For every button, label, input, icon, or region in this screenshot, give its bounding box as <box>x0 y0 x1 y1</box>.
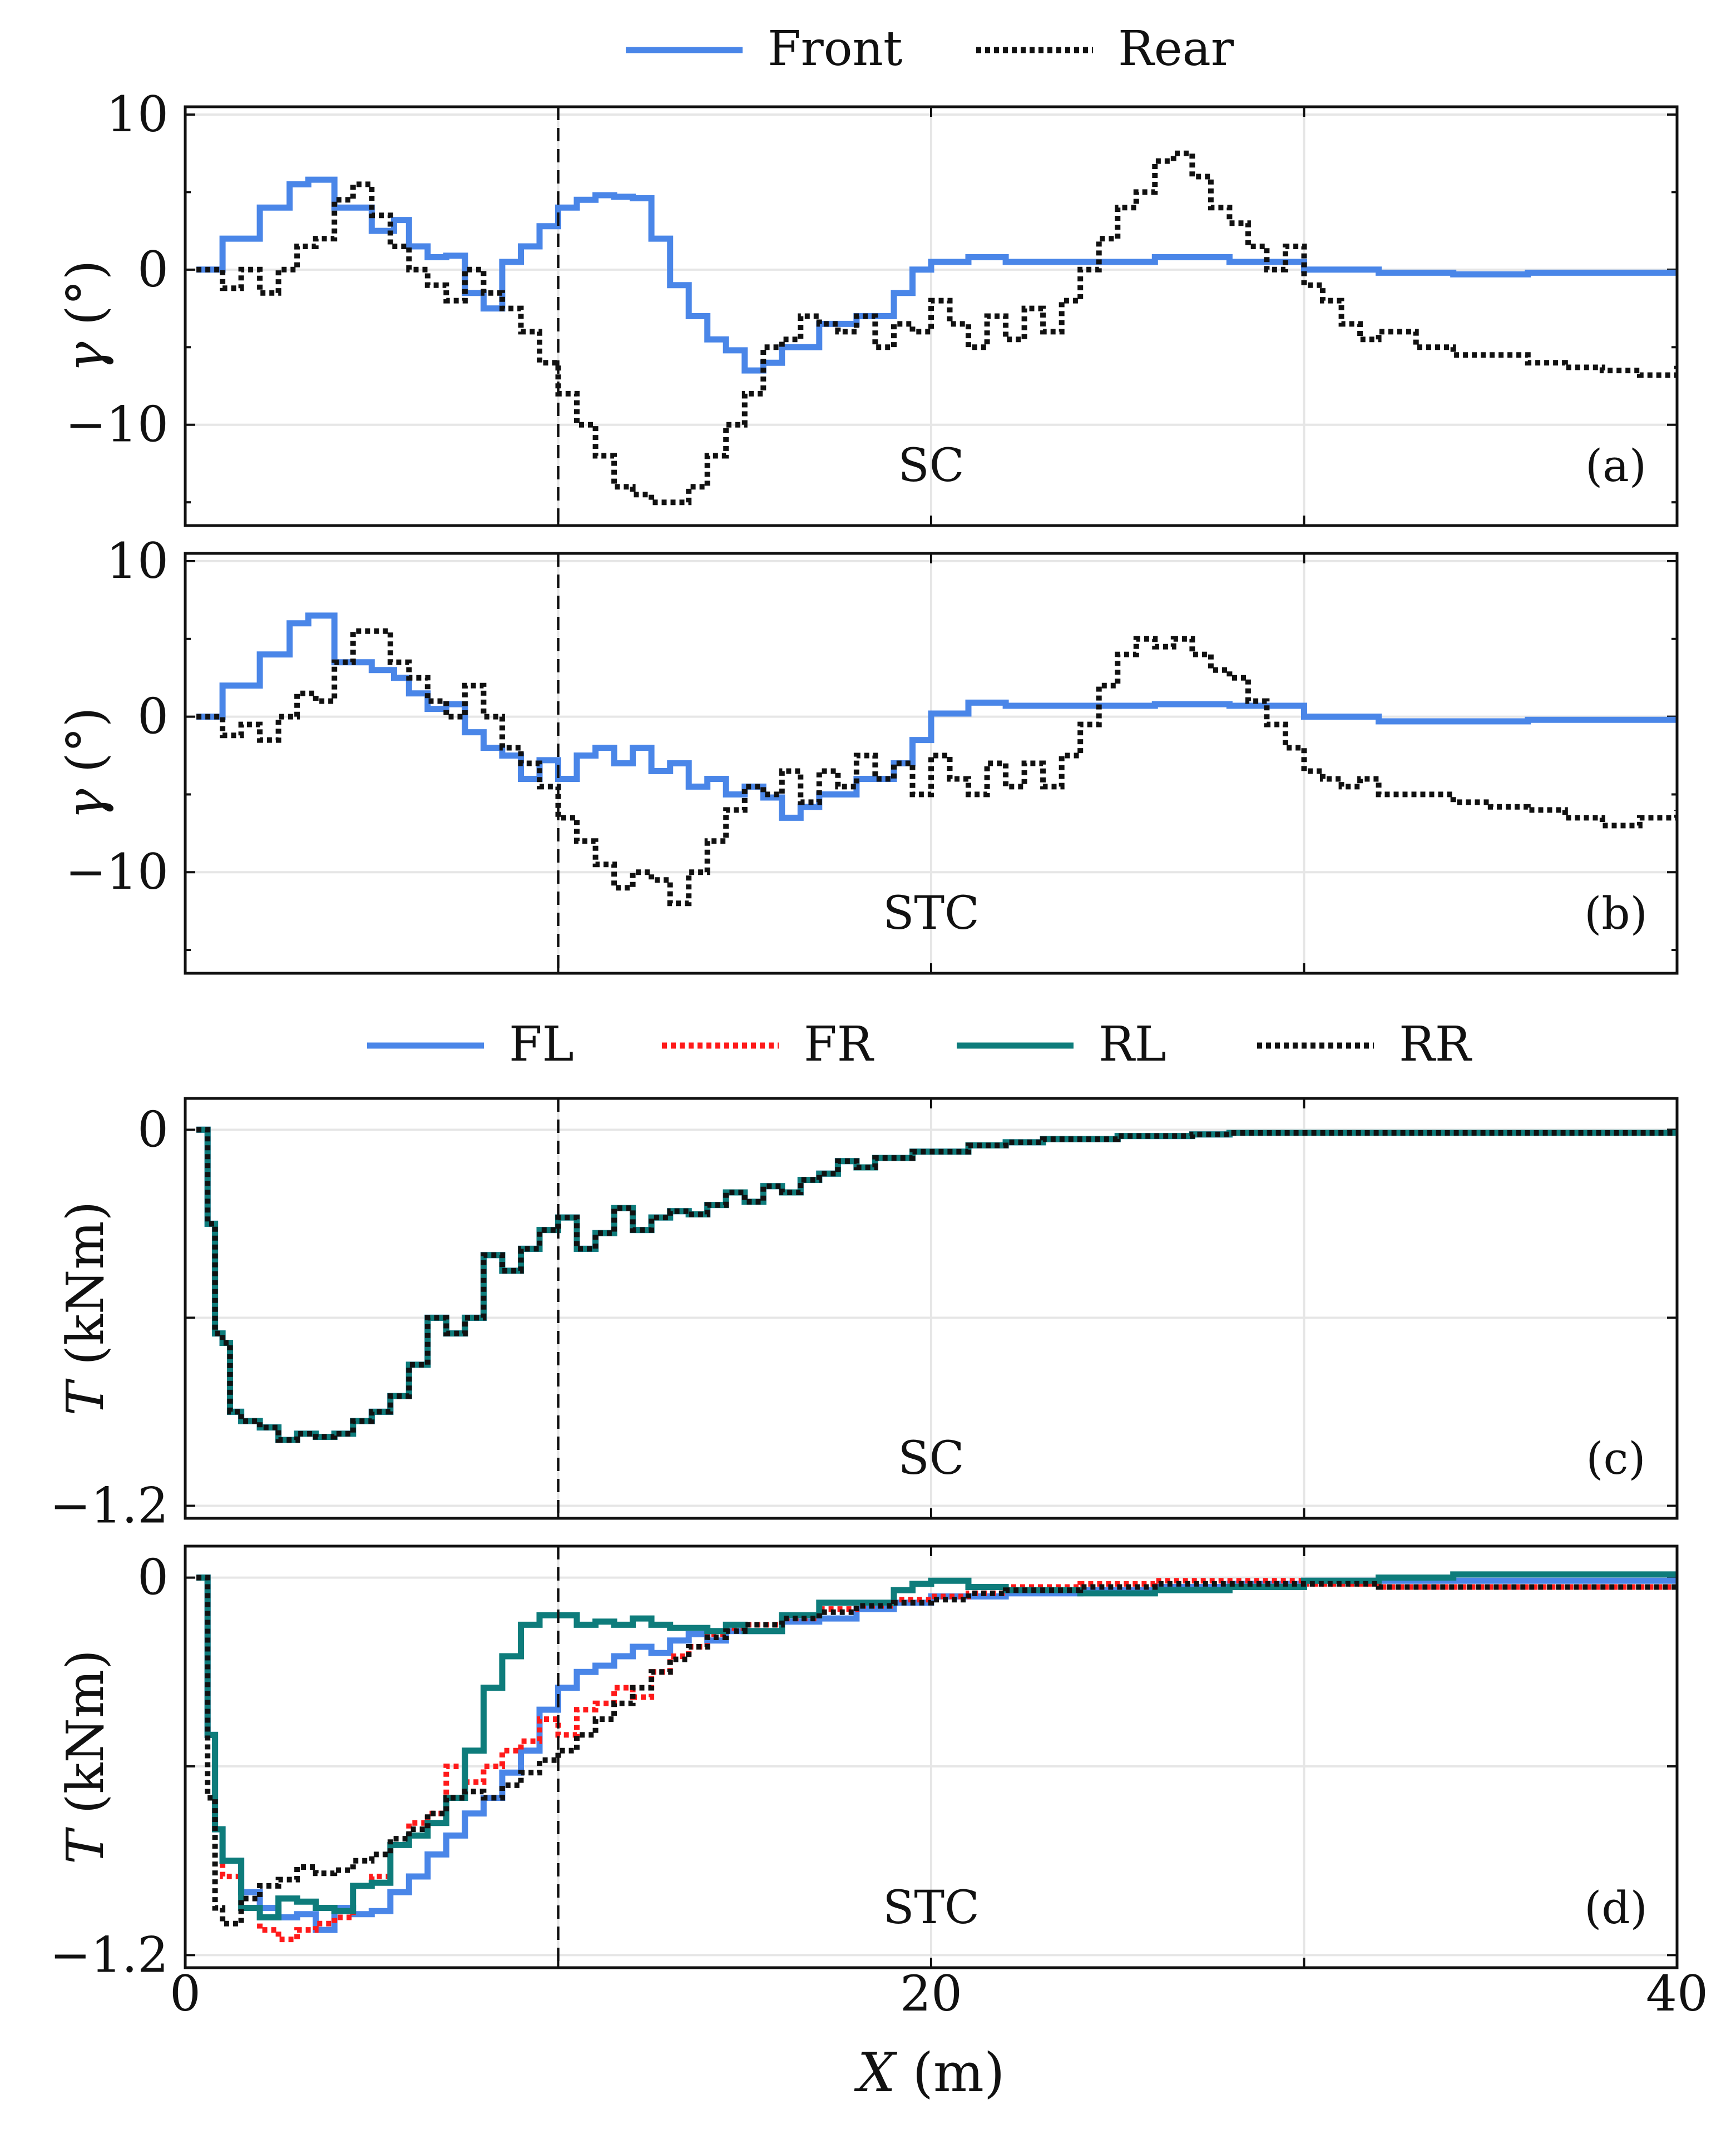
panel-a-series <box>196 150 1677 506</box>
panel-a-ytick-label: −10 <box>65 396 169 453</box>
series-line-c-rr <box>196 1127 1677 1443</box>
panel-b-ylabel-unit: (°) <box>56 707 115 789</box>
x-axis-label-var: X <box>854 2042 898 2104</box>
x-tick-label: 20 <box>900 1965 962 2022</box>
panel-c-frame <box>184 1097 1679 1520</box>
series-line-d-rr <box>196 1574 1677 1927</box>
panel-b-ytick-label: 10 <box>106 532 169 590</box>
panel-c-ylabel-unit: (kNm) <box>56 1201 115 1382</box>
panel-a-ytick-label: 10 <box>106 86 169 143</box>
panels: 10 0 −10 γ (°) SC (a) 10 0 −10 γ (°) STC (b) 0 −1.2 T … <box>50 86 1679 1983</box>
panel-b: 10 0 −10 γ (°) STC (b) <box>56 532 1679 975</box>
legend-top-label-front: Front <box>768 21 903 77</box>
legend-bottom-label-fl: FL <box>509 1017 574 1072</box>
panel-d-ylabel-var: T <box>56 1827 115 1864</box>
panel-d-ytick-label: 0 <box>137 1549 169 1606</box>
panel-d-ylabel: T (kNm) <box>56 1650 115 1864</box>
panel-b-ytick-label: −10 <box>65 843 169 900</box>
x-axis-label-unit: (m) <box>896 2042 1005 2104</box>
series-line-d-fr <box>196 1574 1677 1943</box>
panel-a: 10 0 −10 γ (°) SC (a) <box>56 86 1679 527</box>
panel-d-series <box>196 1571 1677 1943</box>
legend-top: Front Rear <box>626 21 1234 77</box>
x-axis-label: X (m) <box>854 2042 1005 2104</box>
legend-bottom: FL FR RL RR <box>367 1017 1472 1072</box>
panel-b-ylabel: γ (°) <box>56 707 115 819</box>
panel-d-frame <box>184 1544 1679 1969</box>
series-line-b-front <box>196 612 1677 821</box>
series-line-b-rear <box>196 628 1677 907</box>
legend-bottom-label-rr: RR <box>1399 1017 1472 1072</box>
panel-a-ytick-label: 0 <box>137 241 169 298</box>
panel-a-ylabel: γ (°) <box>56 260 115 372</box>
panel-b-ytick-label: 0 <box>137 688 169 745</box>
panel-a-ylabel-unit: (°) <box>56 260 115 341</box>
x-tick-label: 0 <box>170 1965 201 2022</box>
x-tick-label: 40 <box>1646 1965 1708 2022</box>
panel-d: 0 −1.2 T (kNm) STC (d) <box>50 1544 1679 1983</box>
panel-d-tag: (d) <box>1584 1882 1648 1934</box>
panel-b-frame <box>184 552 1679 975</box>
panel-b-ylabel-var: γ <box>56 789 115 820</box>
panel-c-tag: (c) <box>1586 1433 1645 1484</box>
panel-b-tag: (b) <box>1584 888 1648 939</box>
panel-b-series <box>196 612 1677 907</box>
panel-d-ytick-label: −1.2 <box>50 1926 169 1983</box>
series-line-a-front <box>196 176 1677 374</box>
panel-a-label: SC <box>898 439 965 492</box>
legend-top-label-rear: Rear <box>1118 21 1234 77</box>
legend-bottom-label-rl: RL <box>1099 1017 1166 1072</box>
panel-c-ylabel-var: T <box>56 1378 115 1415</box>
panel-c-ytick-label: −1.2 <box>50 1477 169 1534</box>
panel-a-ylabel-var: γ <box>56 341 115 373</box>
panel-d-ticks <box>184 1546 1678 1968</box>
panel-d-ylabel-unit: (kNm) <box>56 1650 115 1830</box>
panel-a-frame <box>184 105 1679 527</box>
panel-c: 0 −1.2 T (kNm) SC (c) <box>50 1097 1679 1534</box>
panel-b-label: STC <box>883 887 980 940</box>
x-axis: 0 20 40 X (m) <box>170 1965 1708 2104</box>
series-line-a-rear <box>196 150 1677 506</box>
panel-c-ytick-label: 0 <box>137 1101 169 1158</box>
panel-c-label: SC <box>898 1432 965 1485</box>
legend-bottom-label-fr: FR <box>804 1017 874 1072</box>
panel-c-series <box>196 1126 1677 1443</box>
panel-d-label: STC <box>883 1881 980 1934</box>
panel-a-tag: (a) <box>1585 440 1646 492</box>
panel-c-ylabel: T (kNm) <box>56 1201 115 1416</box>
